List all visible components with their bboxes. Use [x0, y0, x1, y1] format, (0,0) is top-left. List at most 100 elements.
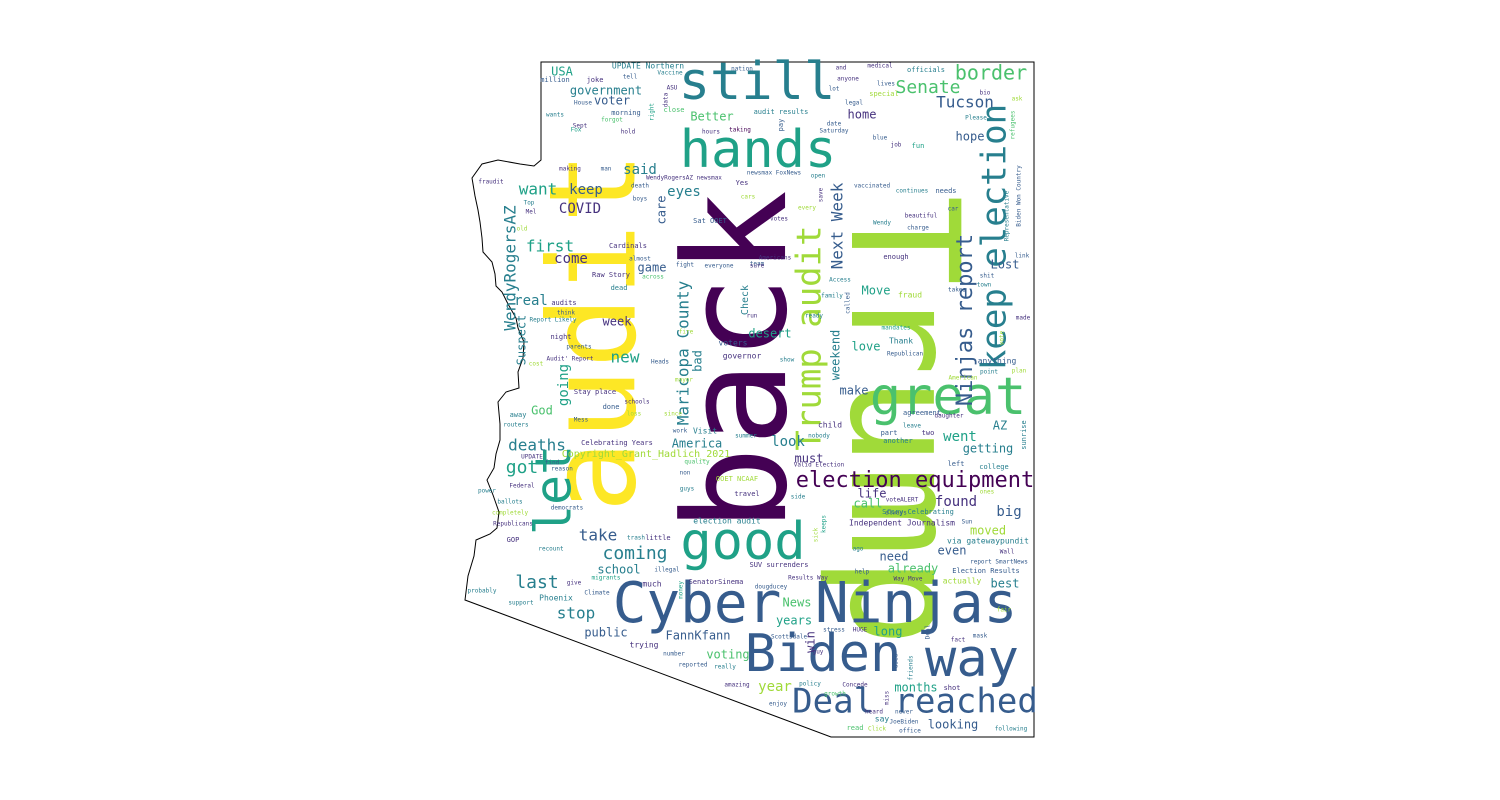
word-across: across — [642, 274, 664, 281]
word-every: every — [798, 205, 816, 212]
word-click: Click — [868, 726, 886, 733]
word-story-celebrating: Story Celebrating — [882, 508, 954, 516]
word-continues: continues — [896, 188, 929, 195]
word-fraud: fraud — [898, 291, 922, 300]
word-friends: friends — [908, 655, 915, 681]
word-eyes: eyes — [667, 184, 701, 200]
word-say: say — [875, 715, 890, 724]
word-actually: actually — [943, 577, 982, 586]
word-great: great — [870, 367, 1027, 427]
word-representative: Representative — [1004, 190, 1011, 241]
word-voters: voters — [719, 339, 748, 348]
word-guys: guys — [680, 486, 695, 493]
word-sept: Sept — [573, 123, 588, 130]
word-beautiful: beautiful — [905, 213, 938, 220]
word-schools: schools — [624, 399, 650, 406]
word-another: another — [883, 437, 913, 445]
word-give: give — [567, 580, 582, 587]
word-coming: coming — [602, 543, 667, 564]
word-ready: ready — [805, 313, 823, 320]
word-find: find — [545, 460, 560, 467]
word-audit-results: audit results — [754, 108, 809, 116]
word-right: right — [649, 103, 656, 121]
word-federal: Federal — [509, 483, 535, 490]
word-saturday: Saturday — [820, 128, 849, 135]
word-american: American — [949, 375, 978, 382]
word-thank: Thank — [889, 337, 913, 346]
word-used: used — [893, 653, 900, 668]
word-celebrating-years: Celebrating Years — [581, 439, 653, 447]
word-officials: officials — [907, 66, 945, 74]
word-fox: Fox — [571, 127, 582, 134]
word-big: big — [996, 504, 1021, 520]
word-fannkfann: FannKfann — [665, 629, 730, 643]
word-enjoy: enjoy — [769, 701, 787, 708]
word-made: made — [1016, 315, 1031, 322]
word-said: said — [623, 162, 657, 178]
word-cyber-ninjas: Cyber Ninjas — [613, 571, 1018, 636]
word-work: work — [673, 428, 688, 435]
word-government: government — [570, 84, 642, 98]
word-quality: quality — [684, 459, 710, 466]
word-ago: ago — [853, 546, 864, 553]
word-trash: trash — [627, 535, 645, 542]
word-part: part — [881, 429, 898, 437]
word-raw-story: Raw Story — [592, 271, 630, 279]
word-anyone: anyone — [837, 76, 859, 83]
word-new: new — [611, 348, 640, 367]
word-life: life — [858, 487, 887, 501]
word-let: let — [525, 445, 583, 535]
word-dead: dead — [611, 284, 628, 292]
word-concede: Concede — [842, 682, 868, 689]
word-keep-election: keep election — [975, 104, 1015, 370]
word-cost: cost — [529, 361, 544, 368]
word-going: going — [556, 364, 572, 406]
word-date: date — [827, 121, 842, 128]
word-parents: parents — [566, 344, 592, 351]
word-desert: desert — [748, 327, 791, 341]
word-public: public — [584, 626, 627, 640]
word-death: death — [631, 183, 649, 190]
word-long: long — [874, 625, 903, 639]
word-charge: charge — [907, 225, 929, 232]
word-enough: enough — [883, 253, 908, 261]
word-election-equipment: election equipment — [796, 468, 1034, 493]
arizona-map-outline — [464, 61, 1035, 738]
word-fraudit: fraudit — [478, 179, 504, 186]
word-ballots: ballots — [497, 499, 523, 506]
word-heads: Heads — [651, 359, 669, 366]
word-guy: guy — [813, 649, 824, 656]
word-illegal: illegal — [654, 567, 680, 574]
word-come: come — [554, 251, 588, 267]
word-mayor: mayor — [675, 377, 693, 384]
word-real: real — [514, 293, 548, 309]
word-everyone: everyone — [705, 263, 734, 270]
word-climate: Climate — [584, 590, 610, 597]
word-keeps: keeps — [821, 515, 828, 533]
word-audits: audits — [551, 299, 576, 307]
word-never: never — [895, 709, 913, 716]
word-fire: fire — [679, 329, 694, 336]
word-look: look — [771, 434, 805, 450]
word-tell: tell — [623, 74, 638, 81]
word-valid-election: Valid Election — [794, 462, 845, 469]
word-years: years — [776, 614, 812, 628]
word-border: border — [955, 61, 1027, 85]
word-america: America — [672, 437, 723, 451]
word-heard: heard — [865, 709, 883, 716]
word-child: child — [818, 421, 842, 430]
word-reported: reported — [679, 662, 708, 669]
word-left: left — [948, 460, 965, 468]
word-god: God — [531, 404, 553, 418]
word-taking: taking — [729, 127, 751, 134]
word-town: town — [977, 282, 992, 289]
word-election-results: Election Results — [952, 567, 1019, 575]
word-really: really — [714, 664, 736, 671]
word-visit: Visit — [693, 427, 717, 436]
word-way: way — [925, 629, 1019, 689]
word-found: found — [935, 494, 977, 510]
word-take: take — [579, 526, 618, 545]
word-joke: joke — [587, 76, 604, 84]
word-trump-audit: Trump audit — [790, 225, 830, 450]
